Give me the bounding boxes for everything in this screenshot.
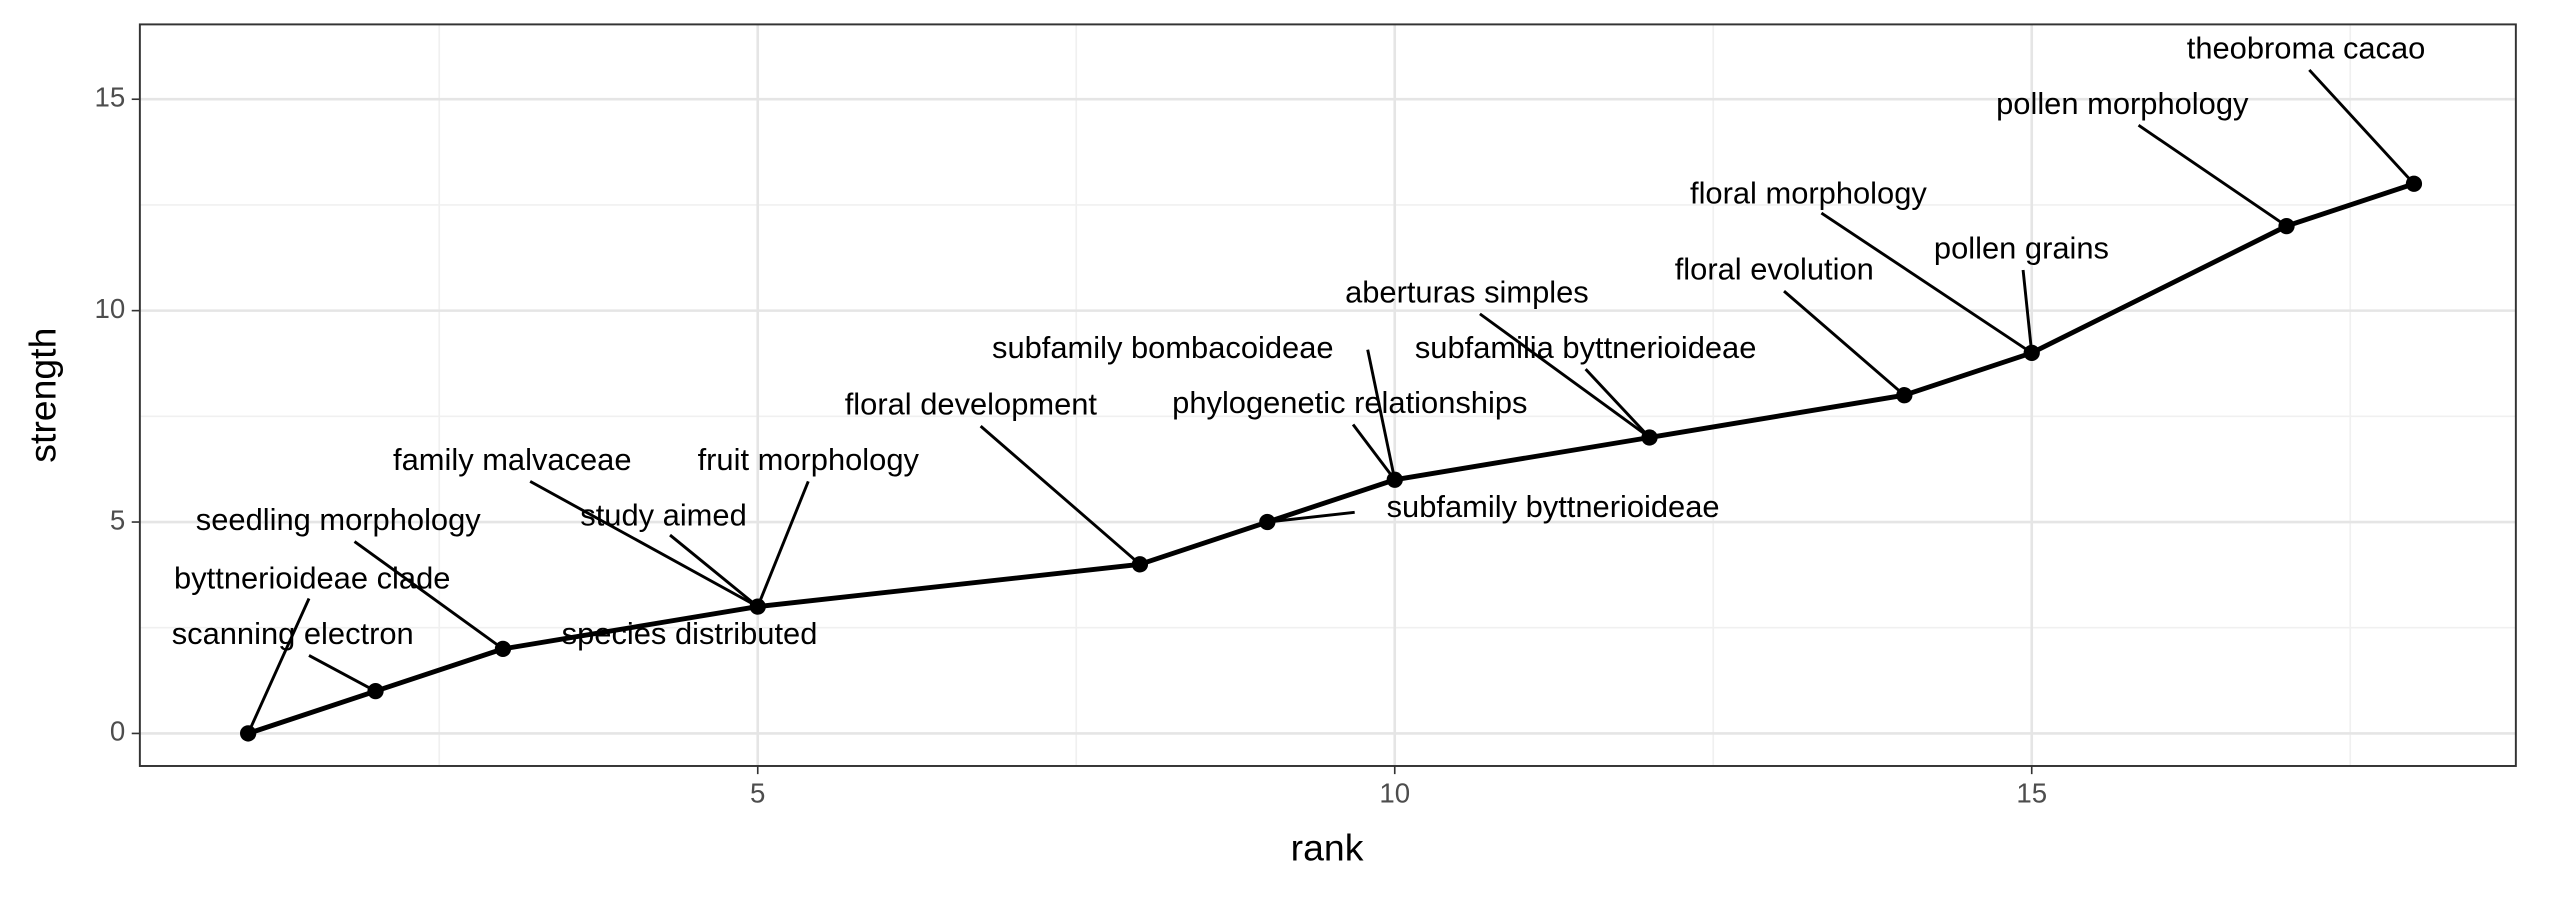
line <box>247 181 2415 736</box>
label-segment <box>2137 124 2288 228</box>
label-segment <box>979 424 1141 566</box>
y-axis-title: strength <box>21 328 63 463</box>
label-segment <box>756 480 810 608</box>
point-label: floral evolution <box>1675 252 1874 287</box>
label-segment <box>669 533 759 608</box>
label-segment <box>1820 211 2033 355</box>
point-label: aberturas simples <box>1345 275 1589 310</box>
label-segment <box>246 597 311 735</box>
plot-border <box>138 23 2517 767</box>
point-label: subfamily bombacoideae <box>992 330 1334 365</box>
label-segment <box>1366 349 1397 481</box>
point-label: subfamily byttnerioideae <box>1387 489 1720 524</box>
point-label: subfamilia byttnerioideae <box>1415 330 1757 365</box>
point-label: study aimed <box>580 497 746 532</box>
point-label: floral morphology <box>1690 175 1927 210</box>
x-tick-label: 10 <box>1379 778 1410 809</box>
x-axis-title: rank <box>1291 826 1364 868</box>
point-label: species distributed <box>562 616 818 651</box>
point-label: byttnerioideae clade <box>174 561 450 596</box>
y-tick-label: 0 <box>110 716 125 747</box>
y-tick-label: 10 <box>94 293 125 324</box>
label-segment <box>2308 68 2416 185</box>
point-label: theobroma cacao <box>2187 31 2426 66</box>
label-segment <box>529 480 759 608</box>
point-label: pollen grains <box>1934 231 2109 266</box>
point-label: scanning electron <box>172 616 414 651</box>
point-label: seedling morphology <box>196 502 481 537</box>
point-label: phylogenetic relationships <box>1172 385 1527 420</box>
x-tick-label: 5 <box>750 778 765 809</box>
label-segment <box>1584 368 1651 439</box>
label-segment <box>1783 290 1906 397</box>
y-tick-label: 15 <box>94 82 125 113</box>
label-segment <box>308 654 377 693</box>
point-label: fruit morphology <box>698 442 920 477</box>
label-segment <box>353 540 504 651</box>
x-tick-label: 15 <box>2016 778 2047 809</box>
label-segment <box>1479 312 1651 439</box>
label-segment <box>2021 269 2034 354</box>
y-tick-label: 5 <box>110 504 125 535</box>
label-segment <box>1267 510 1355 524</box>
point-label: floral development <box>845 387 1098 422</box>
point-label: pollen morphology <box>1996 86 2249 121</box>
label-segment <box>1351 423 1396 481</box>
point-label: family malvaceae <box>393 442 632 477</box>
